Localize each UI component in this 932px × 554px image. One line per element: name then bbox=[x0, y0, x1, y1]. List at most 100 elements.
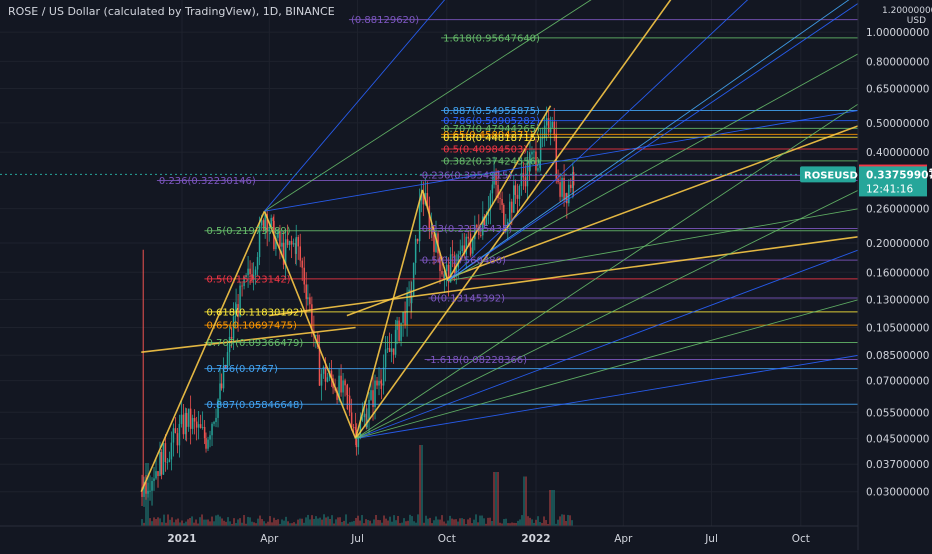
price-tick-label: 0.03000000 bbox=[866, 487, 929, 499]
volume-bar bbox=[509, 523, 511, 526]
candle-body bbox=[262, 220, 265, 230]
volume-bar bbox=[141, 519, 143, 526]
volume-bar bbox=[563, 514, 565, 526]
volume-bar bbox=[355, 518, 357, 526]
volume-bar bbox=[343, 520, 345, 526]
volume-bar bbox=[443, 521, 445, 526]
candle-body bbox=[336, 390, 338, 400]
candle-body bbox=[547, 118, 550, 133]
volume-bar bbox=[533, 522, 535, 526]
volume-bar bbox=[477, 522, 479, 526]
volume-bar bbox=[299, 518, 301, 526]
candle-body bbox=[476, 224, 478, 228]
volume-bar bbox=[365, 519, 367, 526]
candle-body bbox=[384, 349, 387, 368]
candle-body bbox=[455, 267, 458, 274]
volume-bar bbox=[333, 523, 335, 526]
candle-body bbox=[270, 217, 272, 227]
volume-bar bbox=[525, 476, 527, 526]
fib-level-label: -1.618(0.08228366) bbox=[427, 355, 528, 366]
volume-bar bbox=[271, 522, 273, 526]
volume-bar bbox=[455, 519, 457, 526]
fib-level-label: 0.5(0.17560480) bbox=[422, 256, 506, 267]
volume-bar bbox=[437, 519, 439, 526]
volume-bar bbox=[347, 523, 349, 526]
volume-bar bbox=[403, 518, 405, 526]
candle-body bbox=[237, 304, 239, 317]
candle-body bbox=[219, 383, 221, 400]
volume-bar bbox=[225, 521, 227, 526]
volume-bar bbox=[457, 521, 459, 526]
candle-body bbox=[318, 347, 321, 386]
volume-bar bbox=[231, 523, 233, 526]
candle-body bbox=[282, 242, 285, 265]
volume-bar bbox=[383, 515, 385, 526]
candle-body bbox=[147, 490, 149, 494]
volume-bar bbox=[439, 519, 441, 526]
volume-bar bbox=[317, 518, 319, 526]
fib-level-label: 0.707(0.09366479) bbox=[206, 338, 303, 349]
volume-bar bbox=[523, 476, 525, 526]
candle-body bbox=[372, 390, 374, 407]
volume-bar bbox=[173, 522, 175, 526]
candle-body bbox=[566, 193, 568, 204]
candle-body bbox=[258, 225, 261, 258]
volume-bar bbox=[219, 516, 221, 526]
volume-bar bbox=[559, 516, 561, 526]
candle-body bbox=[286, 239, 289, 245]
candle-body bbox=[174, 428, 177, 434]
currency-label: 1.20000000 USD bbox=[882, 6, 932, 26]
candle-body bbox=[346, 385, 348, 396]
candle-body bbox=[226, 352, 229, 368]
candle-body bbox=[398, 320, 400, 341]
candle-body bbox=[447, 264, 450, 283]
volume-bar bbox=[381, 522, 383, 526]
candle-body bbox=[279, 231, 281, 247]
candle-body bbox=[193, 417, 196, 422]
candle-body bbox=[217, 399, 219, 418]
candle-body bbox=[368, 399, 370, 420]
price-tick-label: 0.65000000 bbox=[866, 84, 929, 96]
volume-bar bbox=[401, 522, 403, 526]
volume-bar bbox=[521, 515, 523, 526]
volume-bar bbox=[485, 523, 487, 526]
volume-bar bbox=[503, 519, 505, 526]
volume-bar bbox=[543, 516, 545, 526]
candle-body bbox=[195, 421, 198, 428]
volume-bar bbox=[191, 516, 193, 526]
trendline bbox=[447, 53, 858, 282]
volume-bar bbox=[555, 523, 557, 526]
volume-bar bbox=[335, 519, 337, 526]
volume-bar bbox=[561, 514, 563, 526]
price-tick-label: 0.03700000 bbox=[866, 459, 929, 471]
candle-body bbox=[159, 452, 161, 476]
candle-body bbox=[511, 201, 513, 213]
candle-body bbox=[483, 216, 486, 226]
volume-bar bbox=[273, 517, 275, 526]
volume-bar bbox=[453, 519, 455, 526]
volume-bar bbox=[393, 515, 395, 526]
volume-bar bbox=[481, 515, 483, 526]
volume-bar bbox=[349, 522, 351, 526]
candle-body bbox=[572, 172, 575, 186]
volume-bar bbox=[445, 523, 447, 526]
candle-body bbox=[378, 380, 380, 386]
candle-body bbox=[433, 234, 435, 252]
candle-body bbox=[234, 315, 237, 317]
volume-bar bbox=[265, 523, 267, 526]
volume-bar bbox=[277, 519, 279, 526]
time-tick-label: Jul bbox=[350, 533, 364, 545]
candle-body bbox=[301, 260, 303, 268]
volume-bar bbox=[275, 519, 277, 526]
candle-body bbox=[499, 197, 501, 199]
volume-bar bbox=[377, 519, 379, 526]
volume-bar bbox=[501, 523, 503, 526]
candle-body bbox=[199, 424, 202, 428]
candle-body bbox=[412, 262, 415, 297]
candle-body bbox=[478, 227, 480, 236]
candle-body bbox=[416, 238, 419, 242]
time-tick-label: Apr bbox=[614, 533, 633, 545]
candle-body bbox=[359, 420, 362, 437]
